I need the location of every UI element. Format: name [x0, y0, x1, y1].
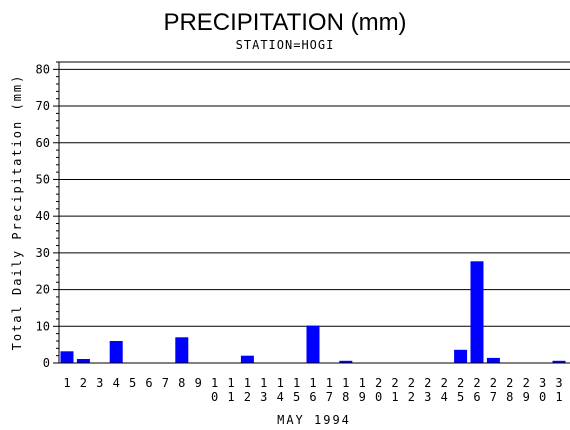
gridlines — [59, 68, 570, 327]
bar-day-31 — [552, 360, 566, 363]
bar-day-16 — [306, 325, 320, 363]
x-axis: 1 2 3 4 5 6 7 8 9 1 01 11 21 31 41 51 61 71 81 92 02 12 22 32 42… — [63, 376, 562, 404]
bar-day-18 — [339, 360, 353, 363]
x-tick-label-9: 9 — [195, 376, 202, 390]
bar-day-4 — [109, 341, 123, 363]
chart-title: PRECIPITATION (mm) — [163, 9, 406, 36]
bar-day-12 — [240, 355, 254, 363]
y-tick-label: 10 — [36, 319, 50, 333]
y-tick-label: 70 — [36, 99, 50, 113]
x-tick-label-4: 4 — [113, 376, 120, 390]
bar-day-25 — [454, 349, 468, 363]
y-tick-label: 0 — [43, 356, 50, 370]
x-tick-label-1: 1 — [63, 376, 70, 390]
x-tick-label-2: 2 — [80, 376, 87, 390]
x-tick-label-5: 5 — [129, 376, 136, 390]
x-tick-label-8: 8 — [178, 376, 185, 390]
bar-day-26 — [470, 261, 484, 363]
y-tick-label: 60 — [36, 136, 50, 150]
x-axis-label: MAY 1994 — [277, 413, 351, 427]
y-tick-label: 40 — [36, 209, 50, 223]
bar-day-8 — [175, 337, 189, 363]
bar-day-1 — [60, 351, 74, 363]
y-tick-label: 50 — [36, 172, 50, 186]
bar-day-27 — [486, 357, 500, 363]
y-axis-label: Total Daily Precipitation (mm) — [10, 74, 24, 351]
x-tick-label-6: 6 — [145, 376, 152, 390]
y-tick-label: 20 — [36, 283, 50, 297]
bars — [60, 261, 566, 363]
y-tick-label: 80 — [36, 62, 50, 76]
x-tick-label-3: 3 — [96, 376, 103, 390]
y-axis: 0 10 20 30 40 50 60 70 80 — [36, 61, 59, 370]
y-tick-label: 30 — [36, 246, 50, 260]
x-tick-label-7: 7 — [162, 376, 169, 390]
bar-day-2 — [76, 359, 90, 363]
plot-frame — [58, 61, 570, 364]
chart-subtitle: STATION=HOGI — [236, 38, 335, 52]
